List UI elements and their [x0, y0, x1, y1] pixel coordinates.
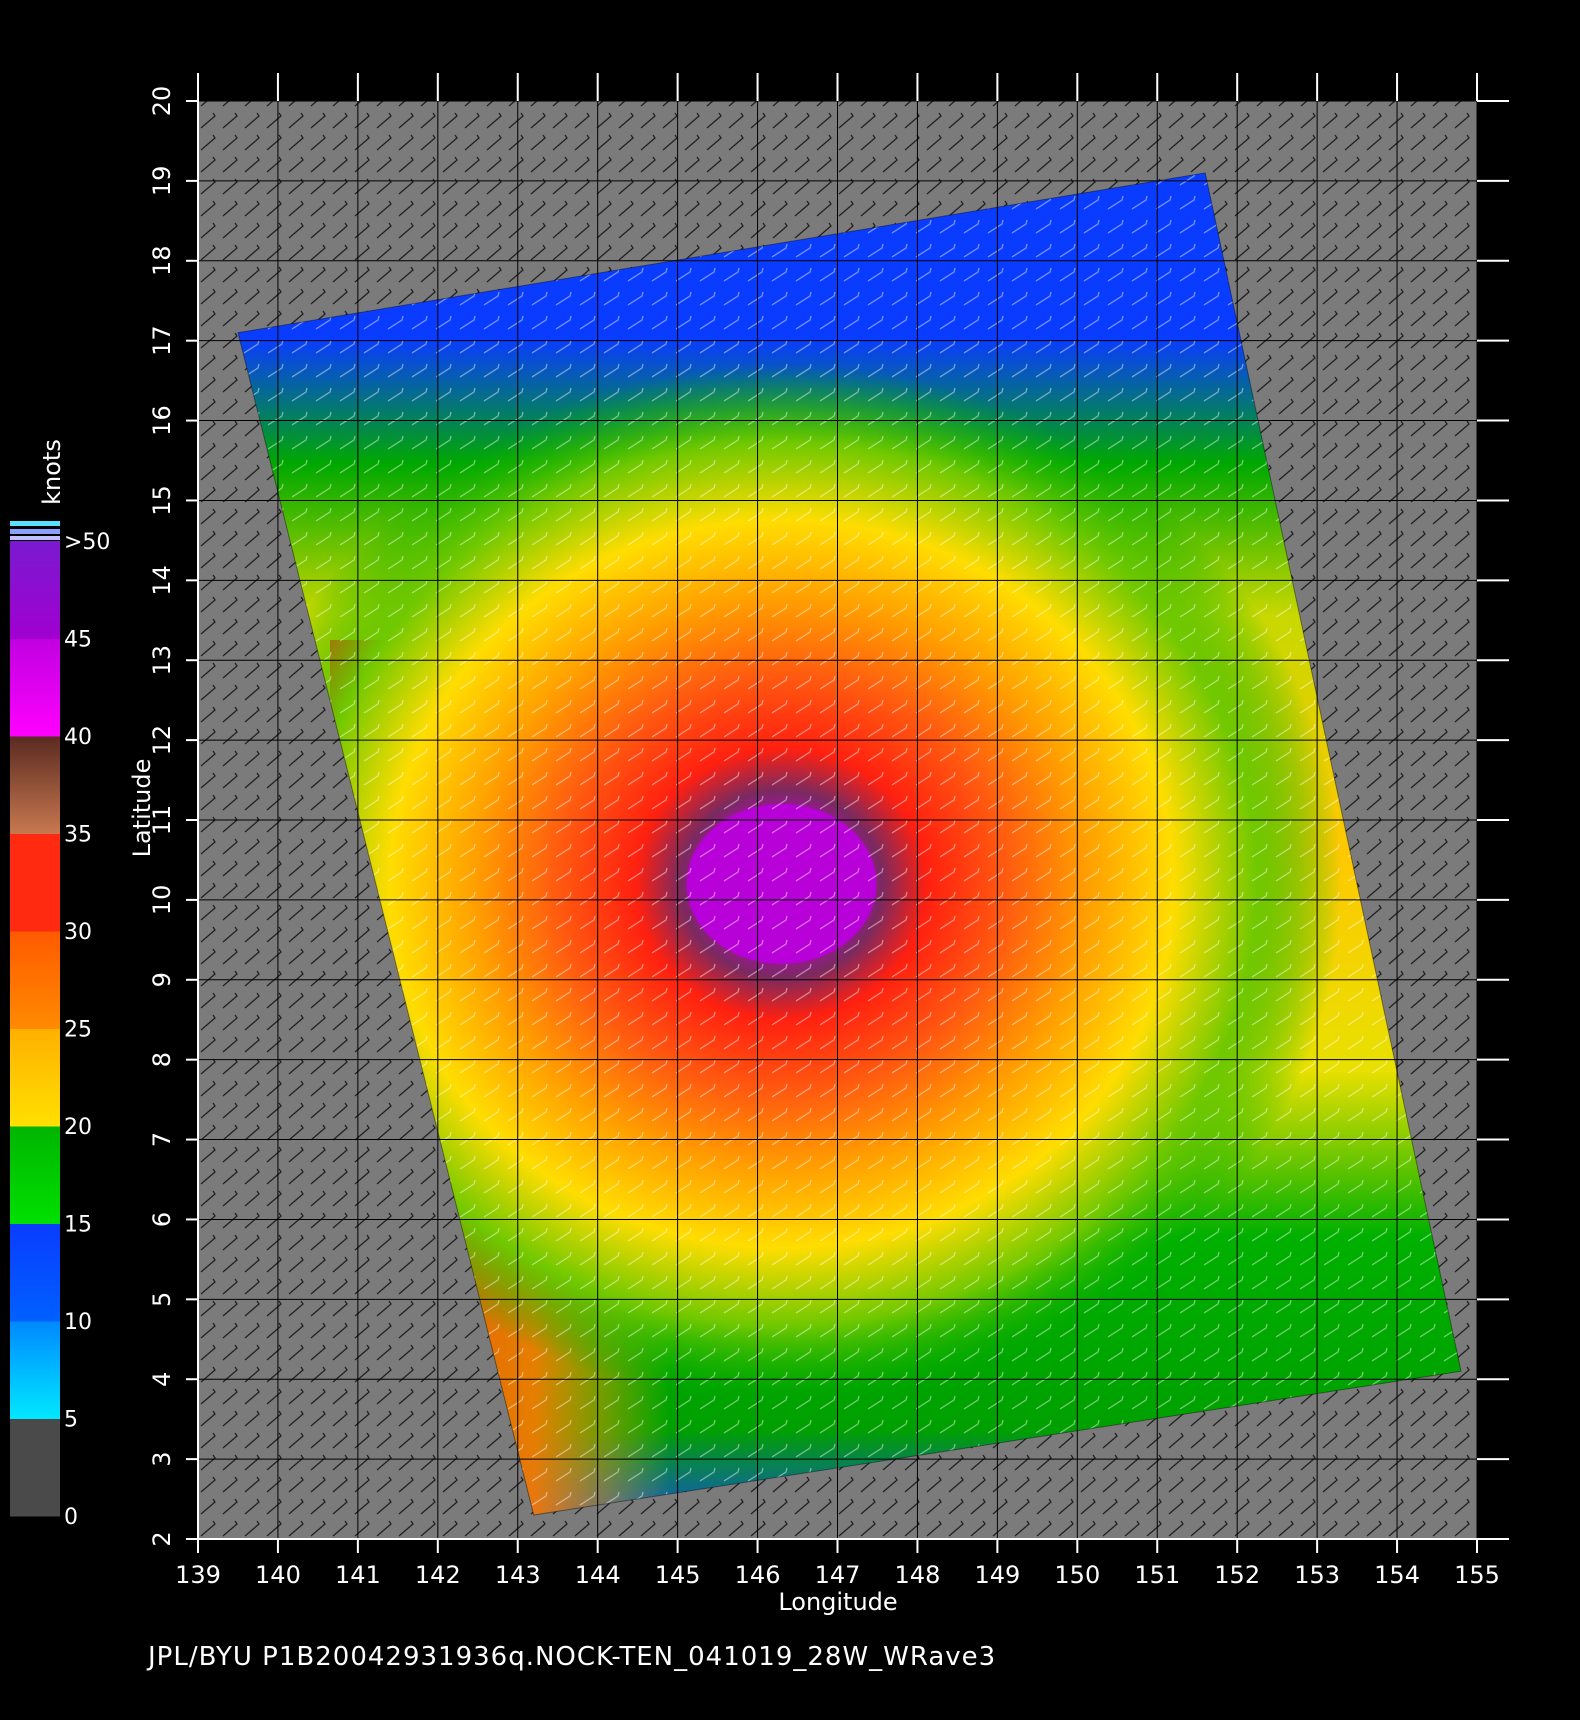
y-tick-label: 2	[148, 1531, 176, 1546]
lat-lon-grid	[198, 101, 1477, 1539]
x-tick-label: 142	[415, 1561, 461, 1589]
y-tick-label: 12	[148, 725, 176, 756]
colorbar-unit-label: knots	[38, 439, 66, 505]
y-axis-label: Latitude	[128, 759, 156, 858]
y-tick-label: 4	[148, 1372, 176, 1387]
x-tick-label: 141	[335, 1561, 381, 1589]
y-tick-label: 14	[148, 565, 176, 596]
x-tick-label: 154	[1374, 1561, 1420, 1589]
colorbar	[10, 521, 60, 1517]
longitude-tick-labels: 139 140 141 142 143 144 145 146 147 148 149 150 151 1…	[175, 1561, 1500, 1589]
colorbar-level-label: 20	[64, 1115, 92, 1140]
data-source-caption: JPL/BYU P1B20042931936q.NOCK-TEN_041019_…	[148, 1642, 997, 1672]
colorbar-level-label: 40	[64, 725, 92, 750]
colorbar-segment	[10, 1321, 60, 1419]
colorbar-level-label: 0	[64, 1505, 78, 1530]
colorbar-level-label: 25	[64, 1018, 92, 1043]
y-tick-label: 18	[148, 246, 176, 277]
colorbar-level-label: 5	[64, 1408, 78, 1433]
colorbar-segment	[10, 736, 60, 834]
colorbar-level-label: 30	[64, 920, 92, 945]
x-tick-label: 152	[1214, 1561, 1260, 1589]
axis-ticks	[186, 73, 1509, 1553]
x-tick-label: 155	[1454, 1561, 1500, 1589]
x-tick-label: 144	[575, 1561, 621, 1589]
x-tick-label: 140	[255, 1561, 301, 1589]
x-tick-label: 153	[1294, 1561, 1340, 1589]
colorbar-segment	[10, 1028, 60, 1127]
x-tick-label: 150	[1054, 1561, 1100, 1589]
colorbar-cap-line	[10, 521, 60, 526]
x-tick-label: 146	[735, 1561, 781, 1589]
y-tick-label: 15	[148, 485, 176, 516]
latitude-tick-labels: 2 3 4 5 6 7 8 9 10 11 12 13 14 15 16 17 18 19 20	[148, 86, 176, 1547]
x-tick-label: 139	[175, 1561, 221, 1589]
swath-outline	[237, 172, 1462, 1516]
colorbar-level-label: >50	[64, 530, 110, 555]
y-tick-label: 3	[148, 1451, 176, 1466]
colorbar-level-label: 10	[64, 1310, 92, 1335]
y-tick-label: 8	[148, 1052, 176, 1067]
colorbar-labels: 0 5 10 15 20 25 30 35 40 45 >50	[64, 530, 110, 1530]
colorbar-segment	[10, 833, 60, 932]
x-axis-label: Longitude	[778, 1588, 897, 1616]
y-tick-label: 6	[148, 1212, 176, 1227]
x-tick-label: 143	[495, 1561, 541, 1589]
colorbar-level-label: 15	[64, 1213, 92, 1238]
y-tick-label: 17	[148, 325, 176, 356]
colorbar-segment	[10, 1418, 60, 1517]
colorbar-segment	[10, 931, 60, 1029]
colorbar-segment	[10, 638, 60, 737]
y-tick-label: 5	[148, 1292, 176, 1307]
y-tick-label: 7	[148, 1132, 176, 1147]
y-tick-label: 9	[148, 972, 176, 987]
y-tick-label: 10	[148, 885, 176, 916]
x-tick-label: 147	[815, 1561, 861, 1589]
colorbar-level-label: 45	[64, 628, 92, 653]
y-tick-label: 13	[148, 645, 176, 676]
y-tick-label: 11	[148, 805, 176, 836]
y-tick-label: 19	[148, 166, 176, 197]
x-tick-label: 145	[655, 1561, 701, 1589]
colorbar-cap-line	[10, 536, 60, 540]
colorbar-cap-line	[10, 529, 60, 534]
x-tick-label: 148	[895, 1561, 941, 1589]
y-tick-label: 16	[148, 405, 176, 436]
colorbar-segment	[10, 1223, 60, 1322]
colorbar-segment	[10, 1126, 60, 1224]
y-tick-label: 20	[148, 86, 176, 117]
colorbar-segment	[10, 541, 60, 639]
x-tick-label: 149	[974, 1561, 1020, 1589]
x-tick-label: 151	[1134, 1561, 1180, 1589]
colorbar-level-label: 35	[64, 823, 92, 848]
